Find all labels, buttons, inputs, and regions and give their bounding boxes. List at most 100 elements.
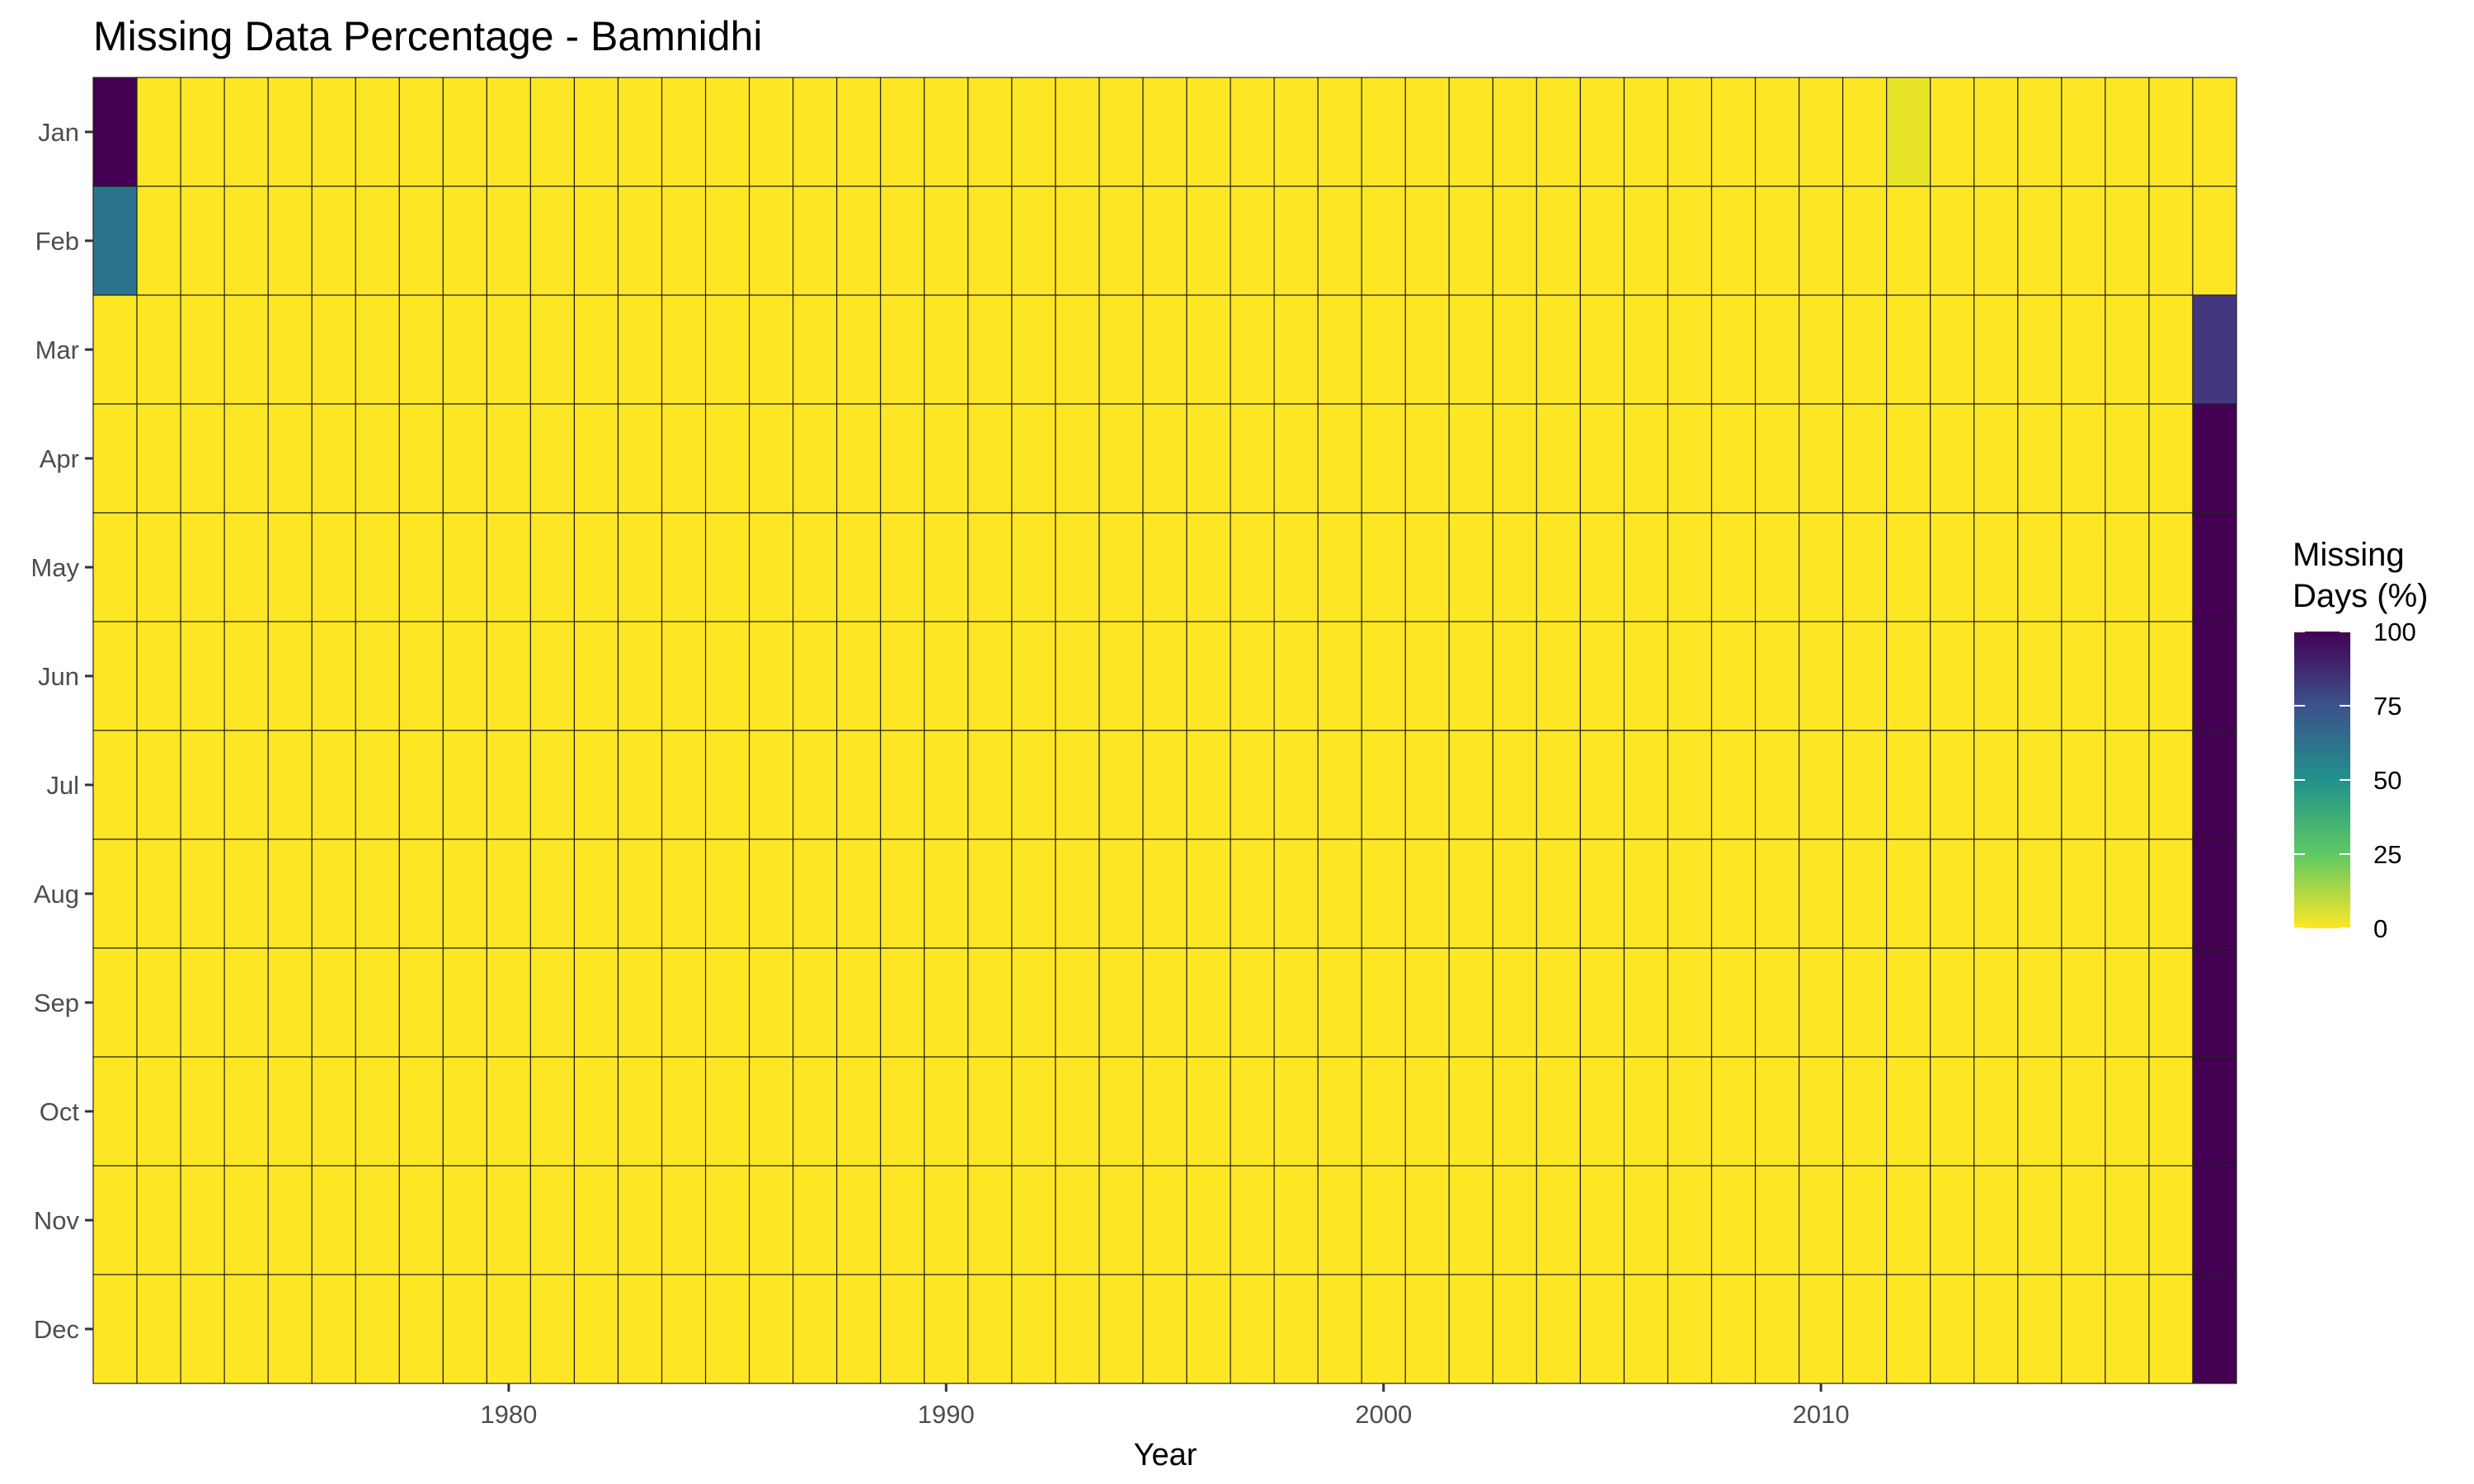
heatmap-cell [967,947,1013,1058]
heatmap-cell [661,621,707,731]
heatmap-cell [2192,294,2237,405]
heatmap-cell [1973,186,2019,296]
heatmap-cell [1842,294,1888,405]
heatmap-cell [1404,77,1450,187]
heatmap-cell [311,1274,356,1384]
heatmap-cell [442,294,487,405]
heatmap-cell [442,730,487,840]
heatmap-cell [2192,77,2237,187]
heatmap-cell [223,621,269,731]
x-tick-label: 2010 [1793,1400,1850,1429]
y-tick-label: May [31,553,79,582]
heatmap-cell [924,838,969,949]
heatmap-cell [793,77,838,187]
heatmap-cell [1055,77,1100,187]
heatmap-cell [967,1274,1013,1384]
heatmap-cell [1273,730,1319,840]
heatmap-cell [529,947,576,1058]
heatmap-cell [573,1165,619,1275]
heatmap-cell [836,621,882,731]
heatmap-cell [1710,77,1757,187]
heatmap-cell [442,947,487,1058]
y-tick-label: Dec [34,1315,79,1344]
heatmap-cell [180,1056,225,1167]
heatmap-cell [1710,294,1757,405]
heatmap-cell [486,77,532,187]
heatmap-cell [924,186,969,296]
heatmap-cell [92,403,138,514]
heatmap-cell [1317,294,1362,405]
heatmap-cell [1754,730,1800,840]
heatmap-cell [355,838,400,949]
heatmap-cell [1842,621,1888,731]
heatmap-cell [1973,77,2019,187]
heatmap-cell [880,403,925,514]
heatmap-cell [1317,186,1362,296]
heatmap-cell [1973,1274,2019,1384]
heatmap-cell [1098,294,1144,405]
heatmap-cell [1536,186,1581,296]
heatmap-cell [1579,1274,1625,1384]
chart-title: Missing Data Percentage - Bamnidhi [93,13,763,59]
heatmap-cell [1142,186,1188,296]
heatmap-cell [136,1165,181,1275]
heatmap-cell [1448,1274,1493,1384]
heatmap-cell [793,186,838,296]
heatmap-cell [1448,730,1493,840]
legend-ticks: 100 75 50 25 0 [2294,618,2416,943]
heatmap-cell [661,947,707,1058]
heatmap-cell [1230,77,1275,187]
heatmap-cell [136,838,181,949]
heatmap-cell [136,294,181,405]
heatmap-cell [880,77,925,187]
heatmap-cell [1536,1165,1581,1275]
heatmap-cell [704,947,750,1058]
heatmap-cell [1579,730,1625,840]
heatmap-cell [442,1274,487,1384]
heatmap-cell [1710,730,1757,840]
heatmap-cell [1579,77,1625,187]
heatmap-cell [1317,838,1362,949]
heatmap-cell [967,294,1013,405]
heatmap-cell [398,77,444,187]
heatmap-cell [1973,1056,2019,1167]
heatmap-cell [2017,1165,2062,1275]
heatmap-cell [267,1165,313,1275]
heatmap-cell [1798,77,1844,187]
heatmap-cell [2061,730,2106,840]
heatmap-cell [1886,1056,1931,1167]
heatmap-cell [223,403,269,514]
heatmap-cell [1842,947,1888,1058]
heatmap-cell [573,838,619,949]
heatmap-cell [661,730,707,840]
heatmap-cell [1098,77,1144,187]
heatmap-cell [1317,621,1362,731]
heatmap-cell [2061,186,2106,296]
heatmap-cell [2148,1056,2194,1167]
heatmap-cell [836,512,882,622]
heatmap-cell [355,947,400,1058]
heatmap-cell [661,512,707,622]
heatmap-cell [1273,1056,1319,1167]
heatmap-cell [529,403,576,514]
heatmap-cell [1492,947,1537,1058]
heatmap-cell [793,1165,838,1275]
heatmap-cell [749,1165,794,1275]
heatmap-cell [1798,512,1844,622]
heatmap-cell [1536,403,1581,514]
heatmap-cell [1536,512,1581,622]
y-tick-label: Mar [35,336,79,364]
heatmap-cell [2017,77,2062,187]
heatmap-cell [1142,1165,1188,1275]
heatmap-cell [92,621,138,731]
heatmap-cell [1361,947,1406,1058]
heatmap-cell [1710,186,1757,296]
heatmap-cell [2192,838,2237,949]
heatmap-cell [880,1274,925,1384]
heatmap-cell [2148,403,2194,514]
heatmap-cell [617,186,663,296]
heatmap-cell [1536,621,1581,731]
heatmap-cell [1142,512,1188,622]
heatmap-cell [1710,1165,1757,1275]
heatmap-cell [2105,1056,2150,1167]
